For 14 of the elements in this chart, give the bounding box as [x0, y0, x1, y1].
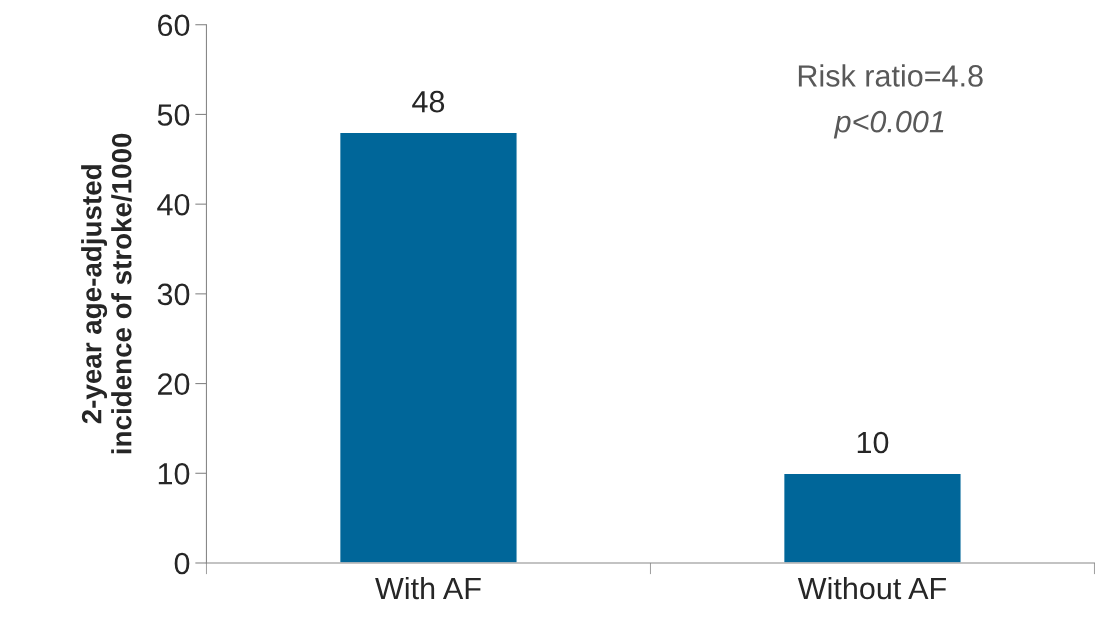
- annotation: Risk ratio=4.8: [798, 64, 983, 87]
- y-tick-label: 50: [157, 104, 190, 126]
- annotation: p<0.001: [833, 110, 944, 139]
- data-label: 10: [857, 431, 889, 454]
- y-axis-title: 2-year age-adjusted incidence of stroke/1000: [81, 133, 132, 454]
- y-tick-label: 20: [158, 373, 190, 395]
- x-tick-label: Without AF: [797, 576, 946, 600]
- data-label: 48: [412, 90, 445, 113]
- y-tick-label: 10: [158, 463, 190, 485]
- y-tick-label: 0: [174, 552, 190, 575]
- x-tick-label: With AF: [375, 576, 481, 600]
- y-tick-label: 40: [157, 193, 190, 216]
- y-tick-label: 30: [157, 283, 190, 306]
- y-tick-label: 60: [158, 14, 190, 37]
